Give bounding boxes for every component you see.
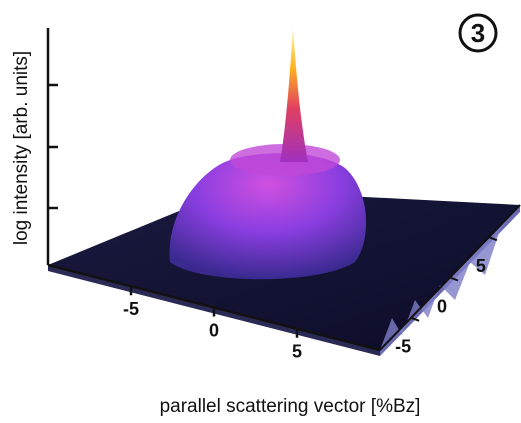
surface-peak <box>280 28 308 162</box>
x-tick-label: 0 <box>209 320 219 340</box>
y-tick <box>449 276 459 282</box>
surface <box>48 28 520 356</box>
panel-badge <box>458 13 498 53</box>
y-tick <box>410 316 420 322</box>
y-tick-label: 5 <box>476 256 486 276</box>
surface-dome <box>169 153 367 280</box>
x-tick-label: 5 <box>292 342 302 362</box>
y-tick-label: 0 <box>437 296 447 316</box>
z-axis-label: log intensity [arb. units] <box>11 51 32 245</box>
y-tick <box>488 236 498 242</box>
x-axis-label: parallel scattering vector [%Bz] <box>160 396 421 417</box>
z-axis <box>46 28 58 265</box>
y-tick-label: -5 <box>395 337 411 357</box>
panel-label: 3 <box>471 18 485 48</box>
x-tick-label: -5 <box>123 299 139 319</box>
